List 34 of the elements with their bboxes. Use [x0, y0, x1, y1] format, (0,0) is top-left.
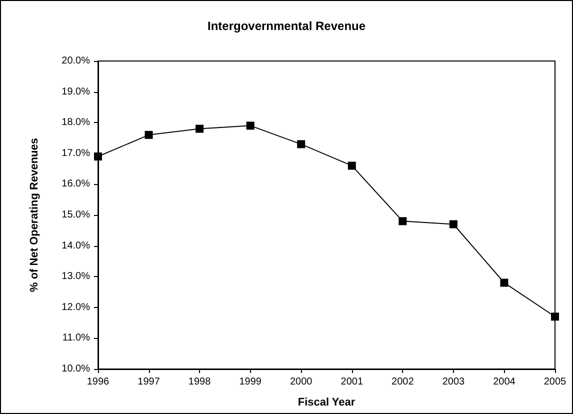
x-tick-label: 1996: [86, 376, 110, 388]
point: [398, 217, 407, 226]
point: [246, 122, 254, 130]
x-tick-label: 2001: [340, 376, 364, 388]
x-tick-label: 2003: [442, 376, 466, 388]
y-tick-label: 11.0%: [62, 332, 90, 344]
point: [144, 130, 153, 139]
y-tick-label: 12.0%: [62, 302, 90, 313]
y-tick-label: 14.0%: [62, 240, 90, 252]
y-tick-label: 13.0%: [62, 271, 90, 282]
point: [94, 152, 102, 160]
x-tick-label: 2000: [290, 376, 313, 388]
point: [449, 220, 458, 228]
x-tick-label: 1999: [239, 376, 262, 388]
y-tick-label: 17.0%: [62, 148, 90, 159]
chart-title: Intergovernmental Revenue: [207, 19, 366, 33]
y-tick-label: 10.0%: [62, 364, 90, 374]
x-tick-label: 2002: [392, 376, 414, 388]
point: [500, 278, 508, 287]
point: [196, 124, 204, 133]
x-axis-title: Fiscal Year: [298, 396, 356, 408]
x-tick-label: 2004: [493, 376, 516, 388]
y-tick-label: 15.0%: [62, 210, 90, 220]
y-tick-label: 18.0%: [62, 117, 90, 128]
y-tick-label: 16.0%: [62, 178, 90, 190]
x-tick-label: 1998: [188, 376, 212, 388]
y-tick-label: 20.0%: [62, 56, 90, 66]
point: [348, 162, 356, 170]
point: [551, 312, 559, 321]
x-tick-label: 1997: [138, 376, 160, 388]
point: [297, 140, 306, 148]
x-tick-label: 2005: [544, 376, 567, 388]
y-tick-label: 19.0%: [62, 86, 90, 98]
y-axis-title: % of Net Operating Revenues: [28, 138, 40, 292]
